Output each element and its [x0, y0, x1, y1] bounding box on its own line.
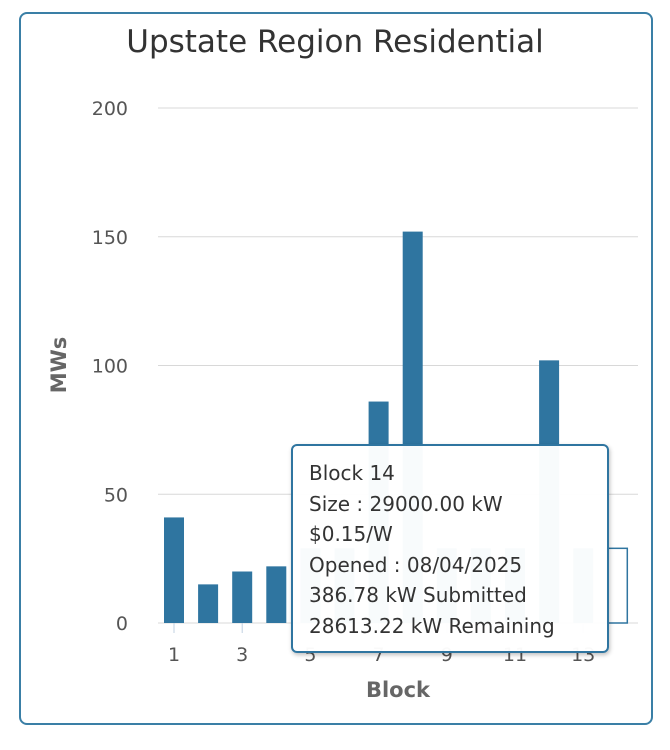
bar [232, 571, 253, 623]
y-axis-title: MWs [47, 337, 71, 394]
bar [164, 517, 184, 623]
y-tick-label: 200 [92, 98, 128, 120]
tooltip-remaining: 28613.22 kW Remaining [309, 613, 555, 638]
block-tooltip: Block 14 Size : 29000.00 kW $0.15/W Open… [291, 444, 609, 653]
tooltip-submitted: 386.78 kW Submitted [309, 583, 527, 608]
bar [266, 566, 287, 623]
x-tick-label: 3 [236, 644, 248, 666]
tooltip-opened: Opened : 08/04/2025 [309, 552, 523, 577]
bar [606, 547, 629, 624]
tooltip-price: $0.15/W [309, 522, 393, 547]
x-axis-title: Block [366, 678, 431, 702]
bar [198, 584, 219, 623]
tooltip-block: Block 14 [309, 461, 395, 485]
y-tick-label: 0 [116, 613, 128, 635]
y-tick-label: 150 [92, 227, 128, 249]
x-tick-label: 1 [168, 644, 180, 666]
y-tick-label: 50 [104, 484, 128, 506]
y-tick-label: 100 [92, 356, 128, 378]
tooltip-size: Size : 29000.00 kW [309, 491, 503, 516]
chart-title: Upstate Region Residential [126, 24, 544, 60]
